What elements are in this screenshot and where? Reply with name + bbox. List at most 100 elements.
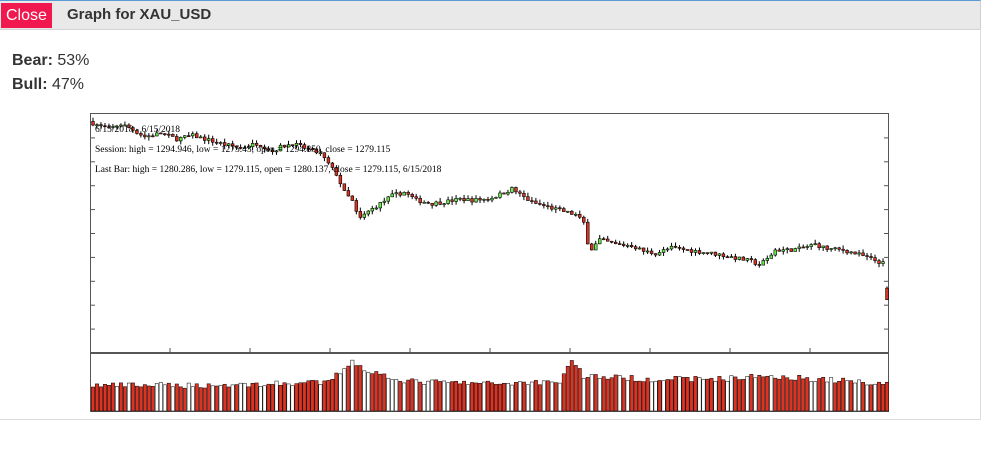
bear-candle [825, 245, 829, 250]
volume-bar [825, 381, 830, 412]
volume-bar [789, 379, 794, 412]
bear-candle [530, 200, 534, 202]
bear-candle [550, 205, 554, 210]
volume-bar [294, 383, 299, 412]
volume-bar [95, 383, 99, 412]
volume-bar [226, 386, 231, 412]
bull-candle [378, 202, 382, 209]
bear-candle [159, 132, 163, 135]
volume-bar [757, 374, 762, 412]
bear-candle [230, 143, 235, 147]
bull-candle [386, 196, 390, 202]
volume-bar [434, 379, 439, 412]
bull-candle [362, 213, 367, 218]
close-button[interactable]: Close [1, 3, 52, 28]
bull-candle [278, 144, 283, 152]
session-annotation: Session: high = 1294.946, low = 1275.43,… [95, 145, 391, 155]
bull-candle [111, 126, 115, 128]
volume-bar [454, 380, 459, 412]
bull-candle [366, 210, 371, 215]
volume-bar [653, 380, 658, 412]
volume-bar [717, 376, 722, 412]
volume-bar [250, 383, 255, 412]
bear-candle [354, 200, 359, 212]
volume-bar [845, 380, 850, 412]
bull-candle [797, 246, 801, 249]
volume-bar [238, 382, 243, 412]
bull-candle [498, 192, 502, 198]
bear-candle [350, 195, 355, 201]
volume-bar [809, 381, 814, 412]
volume-bar [498, 383, 502, 412]
volume-bar [158, 382, 163, 412]
bear-candle [613, 241, 618, 244]
volume-bar [510, 384, 514, 412]
bear-candle [127, 124, 131, 128]
bull-candle [829, 248, 833, 250]
volume-bar [637, 380, 642, 412]
bull-candle [657, 252, 662, 256]
bull-candle [115, 125, 119, 128]
volume-bar [641, 381, 646, 412]
bull-candle [661, 249, 666, 253]
volume-bar [533, 380, 538, 412]
volume-bar [166, 382, 171, 412]
volume-bar [813, 381, 818, 412]
volume-bar [410, 378, 415, 412]
price-plot-frame [90, 113, 889, 353]
volume-bar [286, 383, 291, 412]
volume-bar [565, 366, 570, 412]
volume-bar [837, 381, 842, 412]
volume-bar [458, 383, 463, 412]
bull-candle [218, 142, 223, 144]
bear-candle [578, 214, 582, 218]
volume-bar [669, 379, 674, 412]
bear-candle [526, 196, 530, 201]
bear-candle [238, 147, 243, 149]
bull-candle [318, 152, 323, 155]
bull-candle [781, 249, 785, 252]
bull-candle [769, 254, 773, 259]
volume-bar [514, 382, 518, 412]
bear-candle [514, 187, 518, 193]
volume-bar [601, 376, 606, 412]
title-bar: Close Graph for XAU_USD [0, 0, 981, 30]
bull-candle [717, 253, 722, 256]
bear-candle [258, 145, 263, 148]
bear-candle [430, 202, 434, 206]
bear-candle [570, 210, 574, 215]
volume-bar [529, 381, 534, 412]
bear-candle [210, 138, 215, 143]
bear-candle [534, 200, 538, 204]
volume-bar [438, 381, 443, 412]
volume-bar [633, 380, 638, 412]
bull-candle [458, 197, 462, 200]
volume-bar [290, 385, 295, 412]
bear-candle [865, 255, 869, 257]
volume-bar [234, 384, 239, 412]
bull-candle [382, 200, 386, 203]
volume-bar [374, 371, 379, 412]
bear-candle [741, 256, 746, 261]
volume-bar [366, 372, 371, 412]
bear-candle [438, 201, 442, 205]
volume-bar [111, 382, 115, 412]
volume-bar [402, 382, 407, 412]
bear-candle [845, 250, 849, 254]
volume-bar [857, 379, 862, 412]
volume-bar [406, 379, 411, 412]
bull-candle [402, 191, 406, 196]
bear-candle [538, 203, 542, 205]
volume-bar [573, 365, 578, 412]
bear-candle [633, 246, 638, 250]
bull-candle [191, 133, 195, 137]
volume-bar [821, 377, 826, 412]
volume-bar [745, 376, 750, 412]
volume-bar [146, 385, 151, 412]
volume-bar [378, 373, 383, 412]
volume-bar [733, 376, 738, 412]
volume-bar [621, 377, 626, 412]
volume-bar [206, 383, 211, 412]
volume-bar [597, 378, 602, 412]
volume-bar [362, 370, 367, 412]
